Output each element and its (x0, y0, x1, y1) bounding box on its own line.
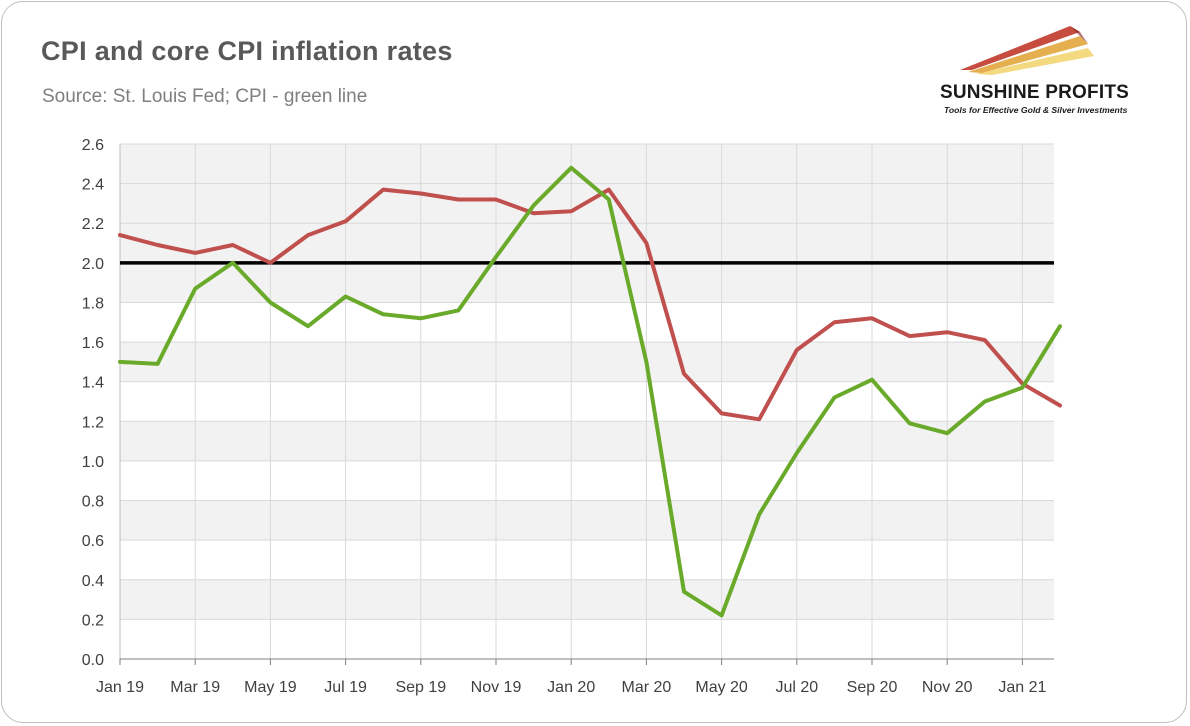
y-tick-label: 0.4 (82, 573, 104, 590)
x-tick-label: Sep 19 (395, 679, 446, 696)
x-tick-label: May 20 (695, 679, 748, 696)
plot-band (120, 342, 1054, 382)
y-tick-label: 1.4 (82, 375, 104, 392)
logo-swoosh-icon (960, 26, 1094, 75)
y-tick-label: 0.6 (82, 533, 104, 550)
x-tick-label: Jan 20 (547, 679, 595, 696)
plot-band (120, 579, 1054, 620)
y-tick-label: 2.4 (82, 177, 104, 194)
x-tick-label: Sep 20 (847, 679, 898, 696)
plot-band (120, 500, 1054, 541)
x-tick-label: Nov 20 (922, 679, 973, 696)
plot-band (120, 262, 1054, 303)
cpi-series-line (118, 165, 1062, 618)
x-tick-label: Nov 19 (471, 679, 522, 696)
x-tick-label: Jan 19 (96, 679, 144, 696)
y-tick-label: 0.2 (82, 612, 104, 629)
chart-subtitle: Source: St. Louis Fed; CPI - green line (42, 86, 368, 107)
y-tick-label: 1.0 (82, 454, 104, 471)
logo-tagline: Tools for Effective Gold & Silver Invest… (944, 105, 1128, 115)
y-tick-label: 0.8 (82, 494, 104, 511)
core-cpi-series-line (118, 187, 1062, 422)
x-tick-label: Mar 19 (170, 679, 220, 696)
y-tick-label: 2.0 (82, 256, 104, 273)
y-tick-label: 1.6 (82, 335, 104, 352)
x-tick-label: Jul 19 (324, 679, 367, 696)
y-tick-label: 1.8 (82, 295, 104, 312)
x-tick-label: Jan 21 (998, 679, 1046, 696)
x-tick-label: Jul 20 (775, 679, 818, 696)
sunshine-profits-logo: SUNSHINE PROFITS Tools for Effective Gol… (930, 18, 1170, 123)
y-tick-label: 2.2 (82, 216, 104, 233)
x-tick-label: May 19 (244, 679, 297, 696)
logo-name: SUNSHINE PROFITS (940, 82, 1129, 103)
plot-band (120, 421, 1054, 461)
plot-band (120, 144, 1054, 184)
y-tick-label: 0.0 (82, 652, 104, 669)
y-tick-label: 1.2 (82, 414, 104, 431)
plot-band (120, 223, 1054, 263)
x-tick-label: Mar 20 (622, 679, 672, 696)
chart-title: CPI and core CPI inflation rates (41, 36, 453, 66)
y-tick-label: 2.6 (82, 137, 104, 154)
